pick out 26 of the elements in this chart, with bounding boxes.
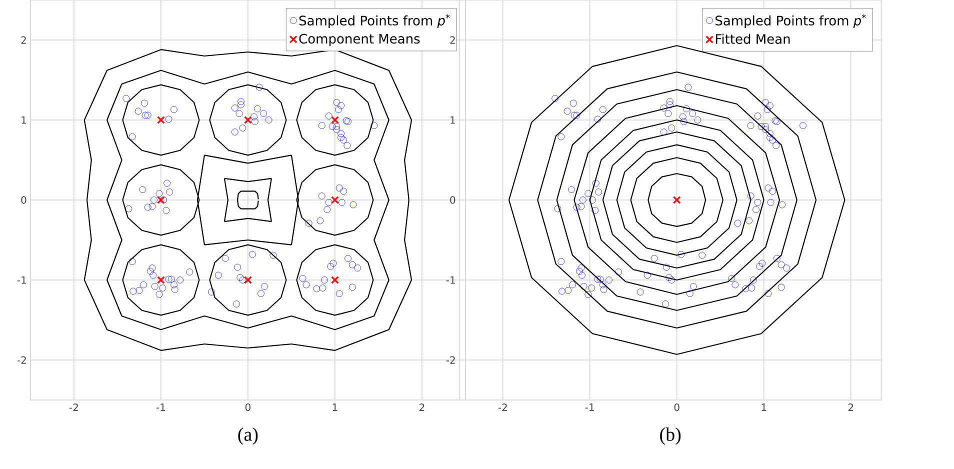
y-tick-label: -1 [446, 276, 455, 284]
legend-label: Component Means [299, 34, 420, 46]
legend-label: Fitted Mean [716, 34, 790, 44]
x-tick-label: -1 [585, 404, 594, 411]
y-tick-label: -2 [446, 356, 455, 364]
legend-label: Sampled Points from p$^{*}$ [299, 14, 450, 28]
y-tick-label: -2 [17, 356, 26, 364]
x-tick-label: -2 [69, 404, 78, 411]
x-tick-label: 1 [332, 404, 338, 411]
text: (b) [660, 428, 681, 445]
legend-label: Sampled Points from p$^{*}$ [716, 14, 866, 28]
text: (a) [238, 428, 258, 445]
y-tick-label: 0 [21, 196, 26, 204]
x-tick-label: 0 [245, 404, 250, 412]
x-tick-label: 0 [674, 404, 680, 412]
y-tick-label: 1 [450, 116, 455, 124]
x-tick-label: 2 [848, 404, 854, 411]
y-tick-label: 2 [21, 36, 26, 44]
x-tick-label: 2 [420, 404, 424, 411]
y-tick-label: 0 [450, 196, 456, 204]
y-tick-label: -1 [17, 276, 26, 284]
y-tick-label: 1 [22, 116, 26, 124]
y-tick-label: 2 [450, 36, 455, 44]
x-tick-label: -2 [498, 404, 507, 411]
x-tick-label: 1 [762, 404, 766, 411]
x-tick-label: -1 [156, 404, 166, 411]
